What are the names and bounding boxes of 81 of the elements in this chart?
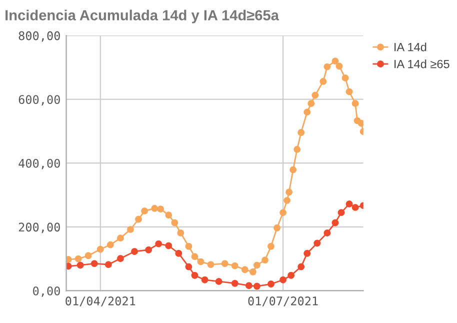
point (116, 255, 124, 262)
point (288, 272, 295, 279)
point (185, 242, 192, 250)
point (346, 200, 353, 208)
chart-title: Incidencia Acumulada 14d y IA 14d≥65a (6, 10, 280, 24)
point (84, 252, 92, 260)
point (76, 262, 84, 269)
point (151, 204, 158, 212)
point (171, 219, 178, 226)
point (165, 212, 172, 219)
point (280, 276, 287, 284)
point (332, 58, 339, 65)
point (352, 100, 359, 107)
y-tick-label: 200,00 (18, 222, 60, 234)
x-tick-label: 01/04/2021 (66, 296, 136, 306)
point (346, 88, 353, 96)
legend-label: IA 14d ≥65 (394, 60, 450, 68)
point (90, 260, 98, 268)
point (332, 219, 339, 226)
legend-label: IA 14d (394, 42, 426, 52)
point (135, 216, 142, 223)
point (175, 250, 182, 257)
point (312, 92, 319, 99)
point (290, 166, 297, 174)
point (268, 280, 274, 288)
point (231, 262, 238, 270)
y-tick-label: 600,00 (18, 95, 60, 106)
point (336, 62, 343, 70)
point (185, 263, 192, 270)
point (253, 282, 260, 290)
point (106, 241, 114, 248)
point (221, 260, 228, 268)
y-tick-label: 800,00 (18, 31, 60, 42)
point (304, 108, 311, 116)
point (191, 272, 198, 279)
point (286, 188, 293, 196)
y-tick-label: 400,00 (18, 158, 60, 170)
point (197, 258, 204, 266)
point (116, 234, 124, 242)
point (215, 278, 222, 285)
point (280, 209, 287, 216)
point (66, 256, 72, 263)
y-tick-label: 0,00 (33, 286, 60, 297)
point (342, 74, 349, 82)
point (155, 240, 162, 248)
point (157, 206, 164, 213)
point (261, 256, 268, 264)
point (141, 207, 148, 214)
point (294, 146, 301, 153)
point (74, 255, 82, 262)
point (131, 248, 138, 255)
point (320, 78, 327, 85)
point (324, 63, 331, 70)
point (207, 261, 214, 268)
point (96, 246, 104, 253)
point (249, 268, 256, 276)
point (324, 229, 331, 236)
point (201, 276, 208, 284)
point (104, 261, 112, 268)
point (268, 242, 274, 250)
point (191, 253, 198, 260)
x-tick-label: 01/07/2021 (248, 296, 318, 306)
point (358, 120, 364, 127)
point (66, 262, 72, 270)
point (274, 224, 280, 232)
point (245, 282, 252, 290)
point (304, 250, 311, 257)
point (284, 196, 291, 204)
point (352, 204, 359, 211)
point (145, 246, 152, 254)
point (314, 240, 321, 247)
point (338, 209, 345, 216)
point (298, 263, 305, 270)
point (253, 262, 260, 269)
point (165, 242, 172, 250)
point (298, 129, 305, 136)
point (308, 100, 315, 107)
point (231, 280, 238, 287)
point (241, 266, 248, 274)
point (177, 229, 184, 236)
point (127, 226, 134, 233)
